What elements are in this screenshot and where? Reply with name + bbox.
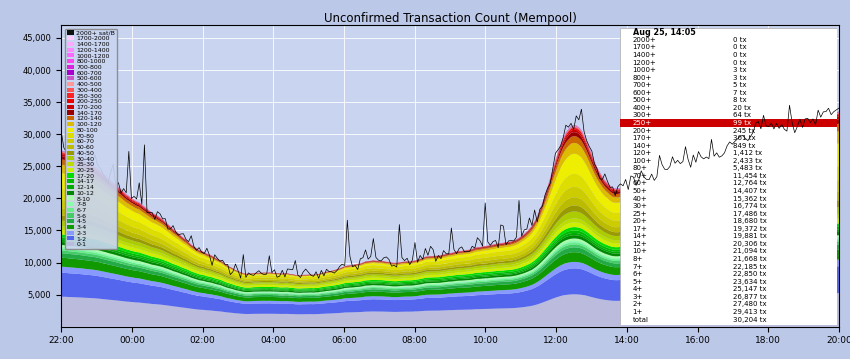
Legend: 2000+ sat/B, 1700-2000, 1400-1700, 1200-1400, 1000-1200, 800-1000, 700-800, 600-: 2000+ sat/B, 1700-2000, 1400-1700, 1200-… <box>65 29 117 249</box>
Title: Unconfirmed Transaction Count (Mempool): Unconfirmed Transaction Count (Mempool) <box>324 12 576 25</box>
